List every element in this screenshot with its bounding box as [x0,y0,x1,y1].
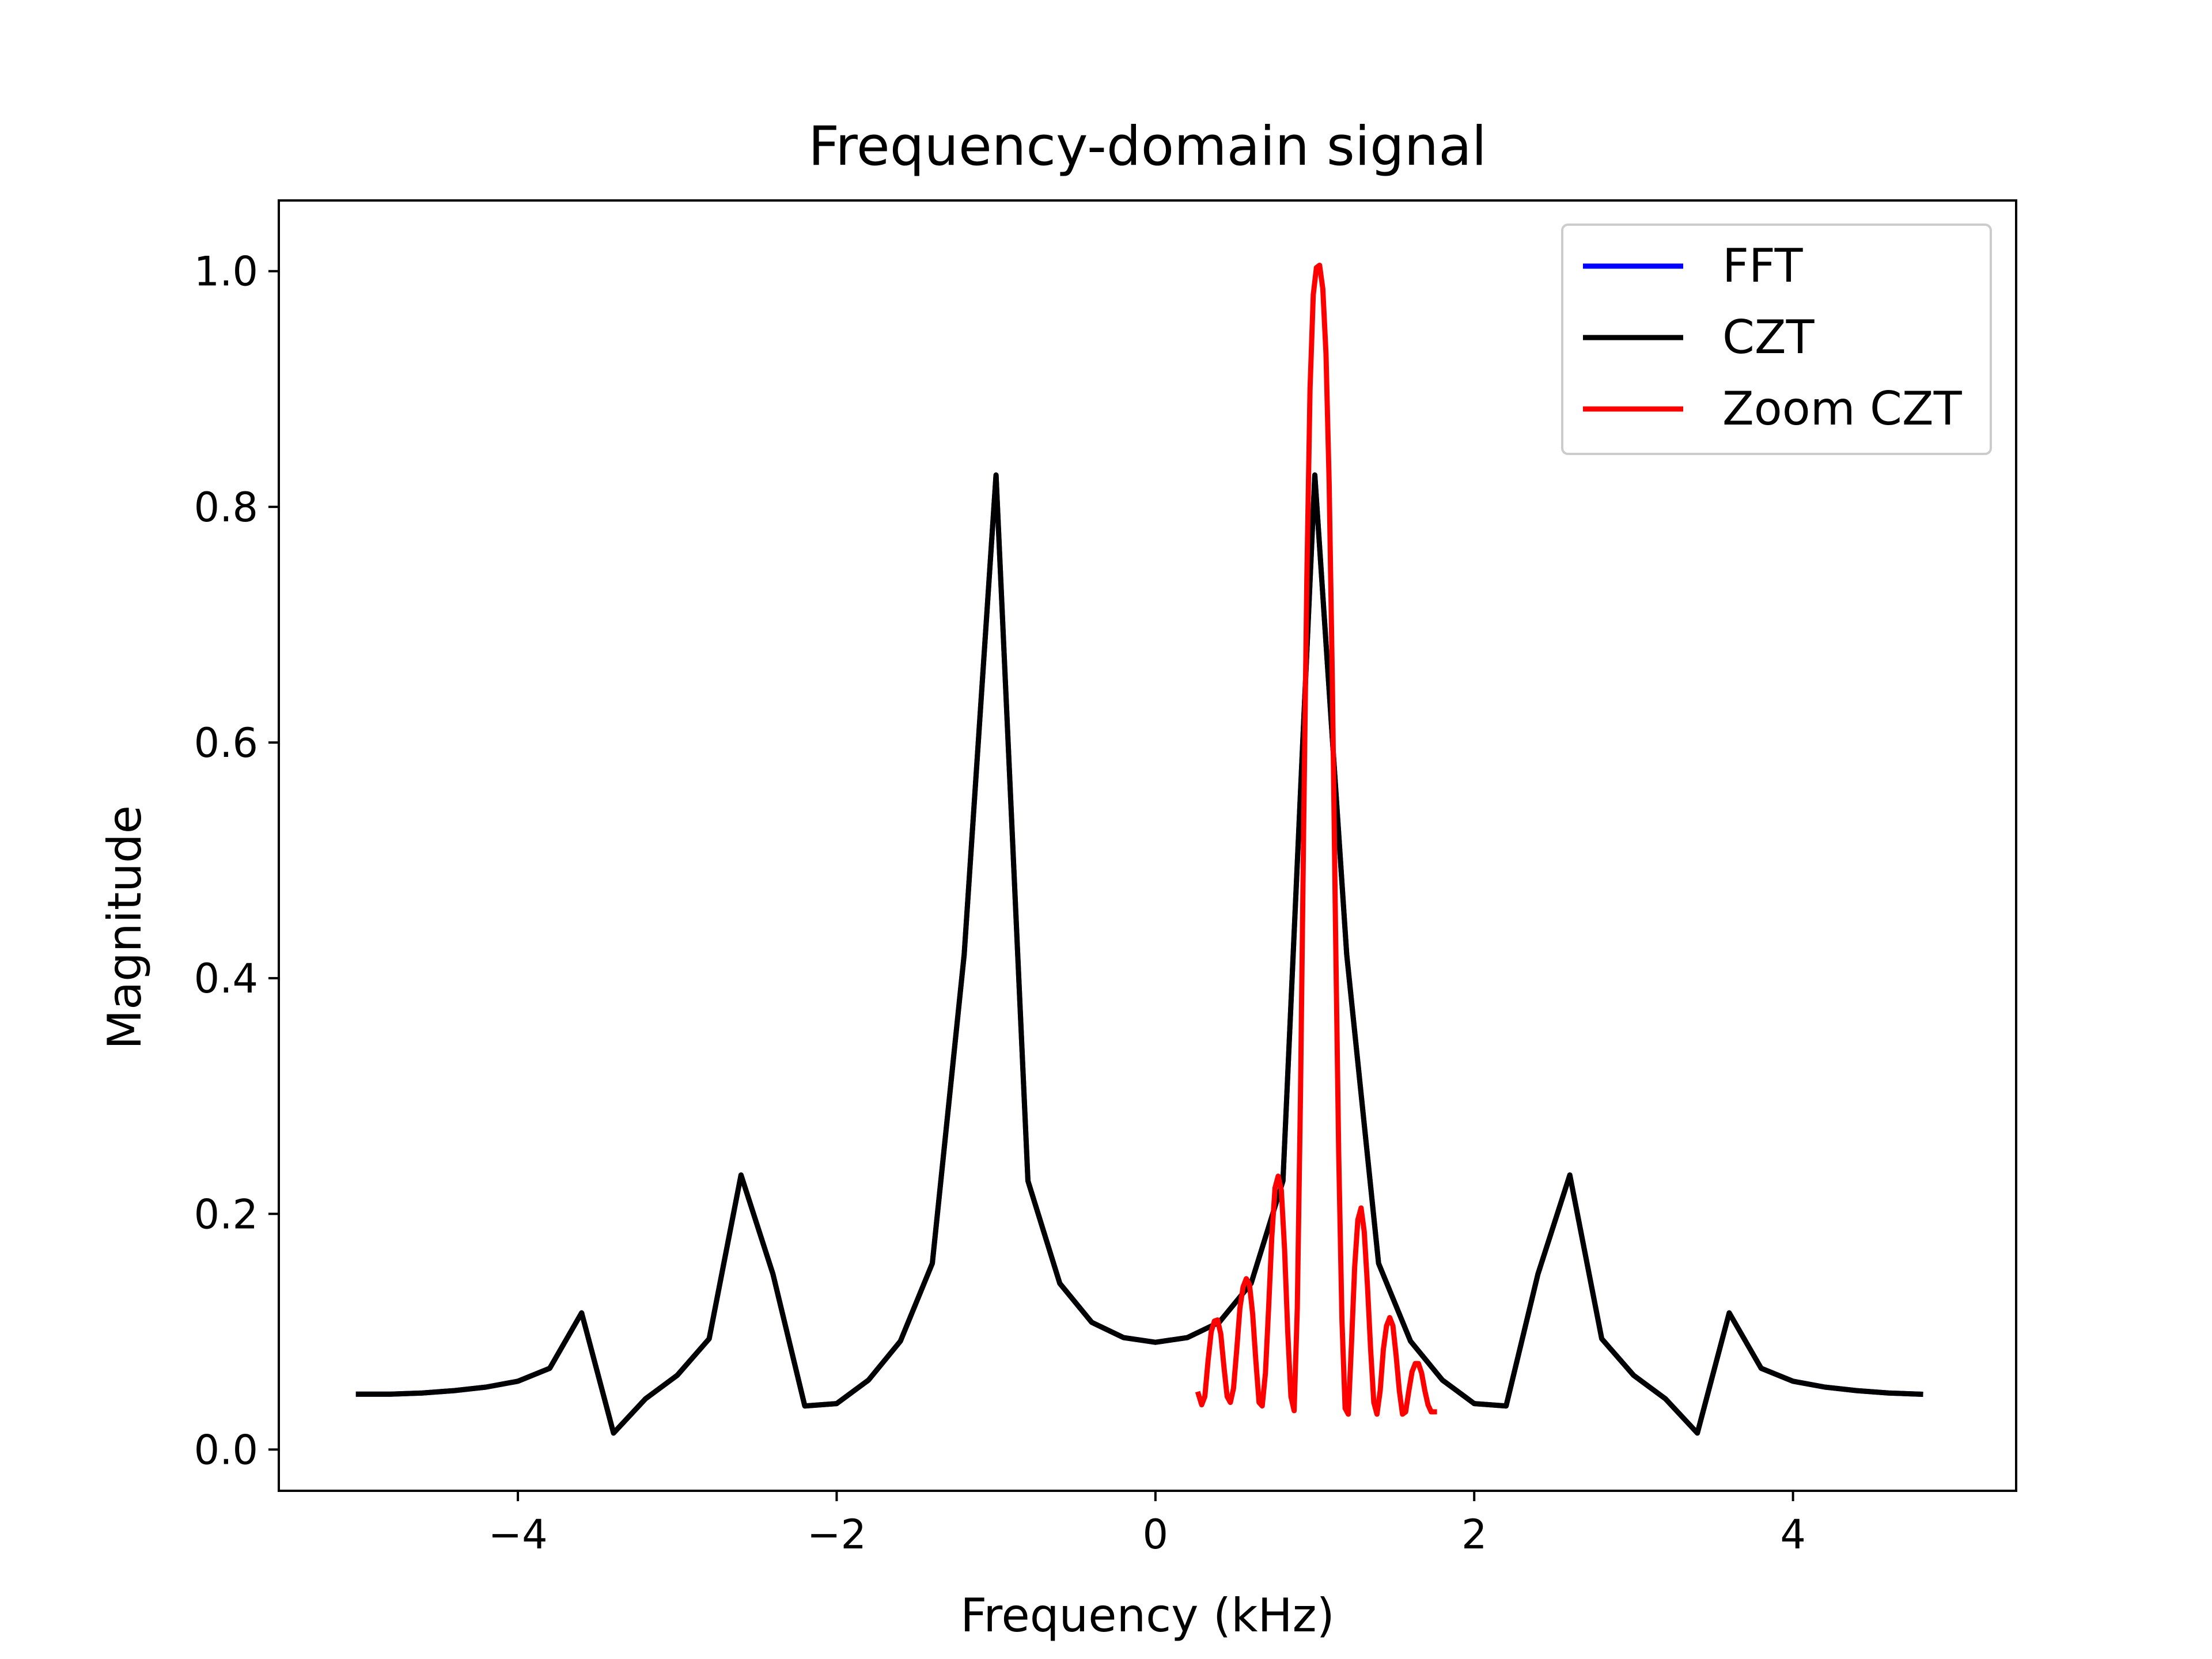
plot-area [355,263,1923,1436]
series-line-czt [355,472,1923,1436]
legend-label-zoom-czt: Zoom CZT [1722,382,1963,435]
y-tick-label: 0.2 [194,1191,258,1238]
x-axis-label: Frequency (kHz) [960,1589,1335,1642]
y-tick-label: 0.0 [194,1426,258,1474]
axes: −4 −2 0 2 4 0.0 0.2 0.4 0.6 0.8 1.0 [194,199,2017,1558]
x-tick-label: −4 [488,1511,547,1558]
legend-box [1561,224,1992,455]
x-tick-label: 2 [1461,1511,1487,1558]
legend-label-czt: CZT [1722,310,1815,364]
y-tick-label: 0.6 [194,719,258,767]
y-axis-label: Magnitude [98,805,151,1050]
axes-frame [278,199,2017,1492]
series-line-zoom-czt [1195,263,1437,1417]
x-tick-label: −2 [807,1511,866,1558]
legend: FFT CZT Zoom CZT [1561,224,1992,455]
chart-title: Frequency-domain signal [808,115,1487,178]
x-tick-label: 4 [1780,1511,1806,1558]
y-tick-label: 0.4 [194,955,258,1002]
x-tick-label: 0 [1143,1511,1169,1558]
y-tick-label: 1.0 [194,248,258,296]
series-lines [355,263,1923,1436]
y-tick-label: 0.8 [194,484,258,531]
legend-label-fft: FFT [1722,239,1804,293]
